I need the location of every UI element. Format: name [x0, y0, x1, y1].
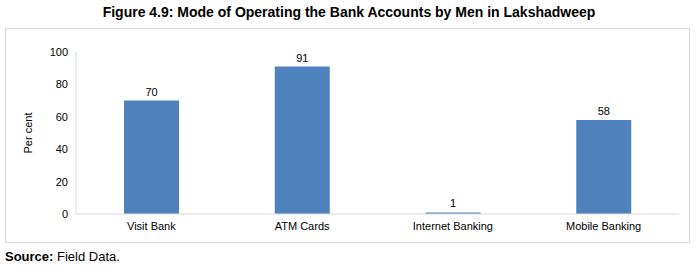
svg-text:80: 80	[56, 78, 68, 90]
svg-text:Per cent: Per cent	[22, 113, 34, 154]
svg-text:40: 40	[56, 143, 68, 155]
svg-text:ATM Cards: ATM Cards	[275, 220, 330, 232]
svg-text:0: 0	[62, 208, 68, 220]
svg-text:20: 20	[56, 176, 68, 188]
svg-text:58: 58	[598, 105, 610, 117]
svg-text:Mobile Banking: Mobile Banking	[566, 220, 641, 232]
svg-text:Visit Bank: Visit Bank	[127, 220, 176, 232]
svg-text:Internet Banking: Internet Banking	[413, 220, 493, 232]
html-text:Source: Field Data.: Source: Field Data.	[5, 249, 120, 264]
svg-text:1: 1	[450, 197, 456, 209]
html-text:Figure 4.9: Mode of Operating: Figure 4.9: Mode of Operating the Bank A…	[102, 4, 596, 20]
svg-text:60: 60	[56, 111, 68, 123]
svg-text:100: 100	[50, 46, 68, 58]
svg-text:70: 70	[145, 86, 157, 98]
svg-text:91: 91	[296, 52, 308, 64]
